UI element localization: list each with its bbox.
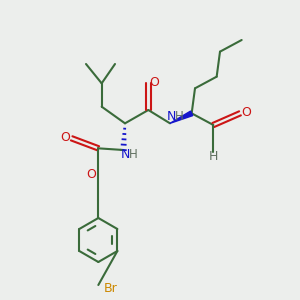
Text: H: H bbox=[129, 148, 138, 161]
Text: Br: Br bbox=[103, 281, 117, 295]
Text: H: H bbox=[208, 150, 218, 163]
Polygon shape bbox=[170, 111, 193, 123]
Text: O: O bbox=[86, 167, 96, 181]
Text: O: O bbox=[241, 106, 251, 119]
Text: N: N bbox=[121, 148, 130, 161]
Text: O: O bbox=[149, 76, 159, 89]
Text: N: N bbox=[166, 110, 176, 123]
Text: O: O bbox=[61, 131, 70, 144]
Text: H: H bbox=[175, 110, 183, 123]
